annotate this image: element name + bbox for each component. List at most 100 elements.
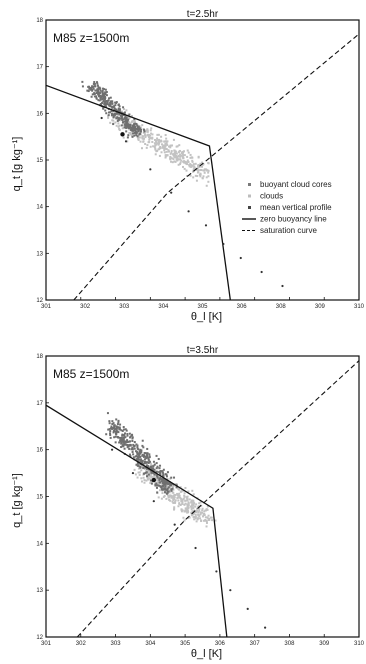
core-point — [108, 420, 111, 423]
cloud-point — [149, 481, 152, 484]
core-point — [127, 134, 130, 137]
cloud-point — [193, 165, 196, 168]
saturation-curve — [76, 360, 359, 637]
zero-buoyancy-line — [46, 84, 231, 300]
core-point — [164, 491, 167, 494]
core-point — [118, 113, 121, 116]
cloud-point — [146, 129, 149, 132]
panel-title: M85 z=1500m — [53, 31, 129, 45]
cloud-point — [173, 160, 176, 163]
y-tick-label: 14 — [36, 541, 43, 547]
x-tick-label: 307 — [250, 641, 261, 647]
cloud-point — [186, 499, 189, 502]
core-point — [138, 458, 141, 461]
cloud-point — [169, 152, 172, 155]
cloud-point — [161, 145, 164, 148]
cloud-point — [170, 496, 173, 499]
cloud-point — [208, 518, 211, 521]
cloud-point — [188, 165, 191, 168]
core-point — [125, 429, 128, 432]
core-point — [107, 111, 110, 114]
core-point — [105, 105, 108, 108]
core-point — [104, 93, 107, 96]
core-point — [171, 487, 174, 490]
core-point — [138, 450, 141, 453]
cloud-point — [175, 145, 178, 148]
legend-label: saturation curve — [260, 226, 317, 235]
core-point — [156, 491, 159, 494]
cloud-point — [148, 475, 151, 478]
cloud-point — [169, 158, 172, 161]
core-point — [129, 124, 132, 127]
cloud-point — [173, 496, 176, 499]
core-point — [122, 121, 125, 124]
core-point — [109, 102, 112, 105]
cloud-point — [164, 154, 167, 157]
cloud-point — [180, 154, 183, 157]
cloud-point — [122, 124, 125, 127]
cloud-point — [187, 502, 190, 505]
core-point — [133, 441, 136, 444]
cloud-point — [181, 502, 184, 505]
core-point — [97, 92, 100, 95]
x-tick-label: 301 — [41, 304, 52, 310]
cloud-point — [202, 163, 205, 166]
cloud-point — [187, 490, 190, 493]
core-point — [169, 484, 172, 487]
cloud-point — [163, 149, 166, 152]
core-point — [166, 488, 169, 491]
core-point — [136, 126, 139, 129]
cloud-point — [192, 493, 195, 496]
cloud-point — [164, 155, 167, 158]
cloud-point — [156, 133, 159, 136]
cloud-point — [202, 169, 205, 172]
cloud-point — [186, 503, 189, 506]
core-point — [117, 421, 120, 424]
cloud-point — [160, 135, 163, 138]
core-point — [163, 482, 166, 485]
cloud-point — [201, 509, 204, 512]
core-point — [147, 461, 150, 464]
core-point — [160, 486, 163, 489]
core-point — [158, 467, 161, 470]
core-point — [105, 94, 108, 97]
core-point — [162, 488, 165, 491]
y-tick-label: 17 — [36, 65, 43, 71]
x-tick-label: 302 — [80, 304, 91, 310]
cloud-point — [144, 134, 147, 137]
cloud-point — [153, 145, 156, 148]
core-point — [124, 436, 127, 439]
core-point — [125, 121, 128, 124]
cloud-point — [142, 140, 145, 143]
cloud-point — [138, 473, 141, 476]
core-point — [109, 96, 112, 99]
cloud-point — [159, 140, 162, 143]
cloud-point — [160, 139, 163, 142]
cloud-point — [147, 136, 150, 139]
core-point — [135, 463, 138, 466]
core-point — [119, 423, 122, 426]
cloud-point — [149, 137, 152, 140]
cloud-point — [150, 132, 153, 135]
core-point — [131, 126, 134, 129]
core-point — [96, 84, 99, 87]
cloud-point — [186, 506, 189, 509]
cloud-point — [195, 503, 198, 506]
cloud-point — [197, 156, 200, 159]
cloud-point — [198, 166, 201, 169]
cloud-point — [205, 184, 208, 187]
core-point — [101, 102, 104, 105]
cloud-point — [137, 467, 140, 470]
cloud-point — [127, 117, 130, 120]
cloud-point — [118, 124, 121, 127]
cloud-point — [199, 169, 202, 172]
cloud-point — [185, 161, 188, 164]
core-point — [165, 473, 168, 476]
cloud-point — [166, 494, 169, 497]
cloud-point — [114, 121, 117, 124]
cloud-point — [160, 482, 163, 485]
core-point — [105, 91, 108, 94]
core-point — [93, 82, 96, 85]
core-point — [127, 118, 130, 121]
cloud-point — [154, 148, 157, 151]
